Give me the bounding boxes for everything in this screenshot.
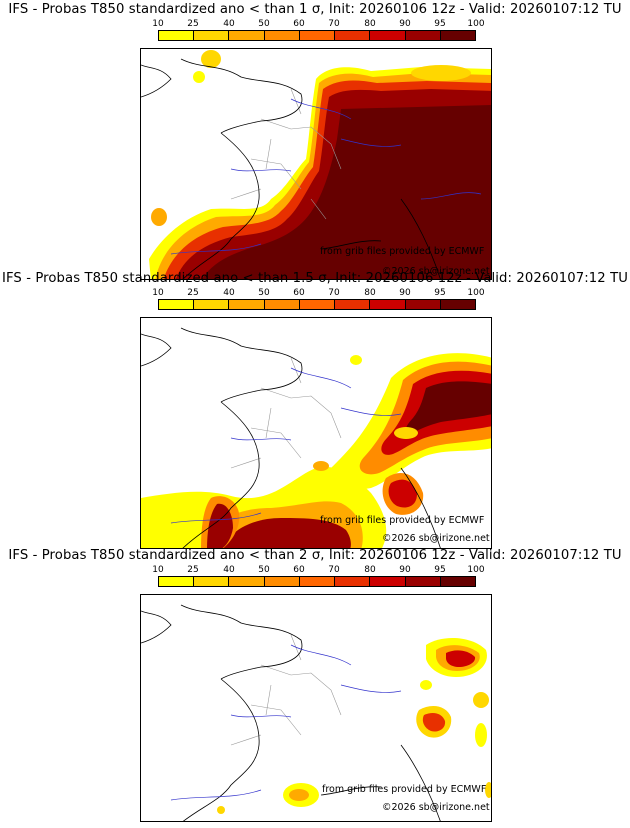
coastline <box>141 604 441 821</box>
colorbar <box>158 30 476 41</box>
tick-label: 95 <box>434 565 446 575</box>
colorbar-swatch <box>440 577 475 586</box>
tick-label: 60 <box>293 288 305 298</box>
rivers <box>170 367 402 524</box>
rivers <box>170 98 482 255</box>
colorbar-swatch <box>405 31 441 40</box>
colorbar-swatch <box>370 577 406 586</box>
colorbar-swatch <box>194 577 230 586</box>
tick-label: 50 <box>258 19 270 29</box>
tick-label: 25 <box>187 565 199 575</box>
credit-source: from grib files provided by ECMWF <box>322 784 487 795</box>
panel-1-5-sigma: IFS - Probas T850 standardized ano < tha… <box>0 271 630 549</box>
tick-label: 40 <box>223 565 235 575</box>
colorbar-swatch <box>335 300 371 309</box>
colorbar-swatch <box>194 300 230 309</box>
borders <box>230 357 342 469</box>
colorbar-ticks: 10 25 40 50 60 70 80 90 95 100 <box>140 19 490 30</box>
colorbar-swatch <box>299 31 336 40</box>
probability-field <box>217 638 491 814</box>
probability-field <box>141 353 491 548</box>
colorbar-swatch <box>335 577 371 586</box>
tick-label: 90 <box>399 565 411 575</box>
colorbar-ticks: 10 25 40 50 60 70 80 90 95 100 <box>140 565 490 576</box>
colorbar-swatch <box>159 31 195 40</box>
tick-label: 100 <box>467 565 485 575</box>
credit-source: from grib files provided by ECMWF <box>320 515 485 526</box>
tick-label: 50 <box>258 565 270 575</box>
colorbar-swatch <box>264 300 300 309</box>
credit-source: from grib files provided by ECMWF <box>320 246 485 257</box>
tick-label: 10 <box>152 288 164 298</box>
tick-label: 25 <box>187 288 199 298</box>
tick-label: 60 <box>293 19 305 29</box>
tick-label: 70 <box>328 19 340 29</box>
colorbar-swatch <box>370 300 406 309</box>
map-plot <box>140 48 492 280</box>
tick-label: 90 <box>399 19 411 29</box>
rivers <box>170 644 402 801</box>
colorbar-swatch <box>229 300 265 309</box>
map-plot <box>140 317 492 549</box>
colorbar-swatch <box>194 31 230 40</box>
tick-label: 40 <box>223 19 235 29</box>
tick-label: 90 <box>399 288 411 298</box>
borders <box>230 634 342 746</box>
tick-label: 25 <box>187 19 199 29</box>
colorbar-swatch <box>299 577 336 586</box>
map-title: IFS - Probas T850 standardized ano < tha… <box>8 2 622 17</box>
tick-label: 80 <box>364 19 376 29</box>
colorbar-ticks: 10 25 40 50 60 70 80 90 95 100 <box>140 288 490 299</box>
colorbar-swatch <box>440 31 475 40</box>
colorbar-swatch <box>299 300 336 309</box>
panel-1-sigma: IFS - Probas T850 standardized ano < tha… <box>0 2 630 280</box>
map-title: IFS - Probas T850 standardized ano < tha… <box>8 548 622 563</box>
colorbar-swatch <box>335 31 371 40</box>
credit-copyright: ©2026 sb@irizone.net <box>382 533 490 544</box>
coastline <box>141 58 441 279</box>
tick-label: 60 <box>293 565 305 575</box>
tick-label: 95 <box>434 288 446 298</box>
credit-copyright: ©2026 sb@irizone.net <box>382 266 490 277</box>
map-title: IFS - Probas T850 standardized ano < tha… <box>1 271 628 286</box>
colorbar-swatch <box>405 577 441 586</box>
panel-2-sigma: IFS - Probas T850 standardized ano < tha… <box>0 548 630 822</box>
tick-label: 70 <box>328 565 340 575</box>
colorbar-swatch <box>159 300 195 309</box>
tick-label: 50 <box>258 288 270 298</box>
colorbar-swatch <box>440 300 475 309</box>
map-plot <box>140 594 492 822</box>
tick-label: 10 <box>152 19 164 29</box>
colorbar-swatch <box>229 31 265 40</box>
colorbar-swatch <box>159 577 195 586</box>
colorbar-swatch <box>229 577 265 586</box>
tick-label: 100 <box>467 19 485 29</box>
tick-label: 80 <box>364 565 376 575</box>
tick-label: 100 <box>467 288 485 298</box>
colorbar-swatch <box>405 300 441 309</box>
colorbar-swatch <box>264 31 300 40</box>
probability-field <box>149 50 491 279</box>
tick-label: 40 <box>223 288 235 298</box>
coastline <box>141 327 441 548</box>
tick-label: 70 <box>328 288 340 298</box>
colorbar-swatch <box>370 31 406 40</box>
colorbar <box>158 299 476 310</box>
tick-label: 10 <box>152 565 164 575</box>
tick-label: 80 <box>364 288 376 298</box>
tick-label: 95 <box>434 19 446 29</box>
credit-copyright: ©2026 sb@irizone.net <box>382 802 490 813</box>
colorbar-swatch <box>264 577 300 586</box>
colorbar <box>158 576 476 587</box>
